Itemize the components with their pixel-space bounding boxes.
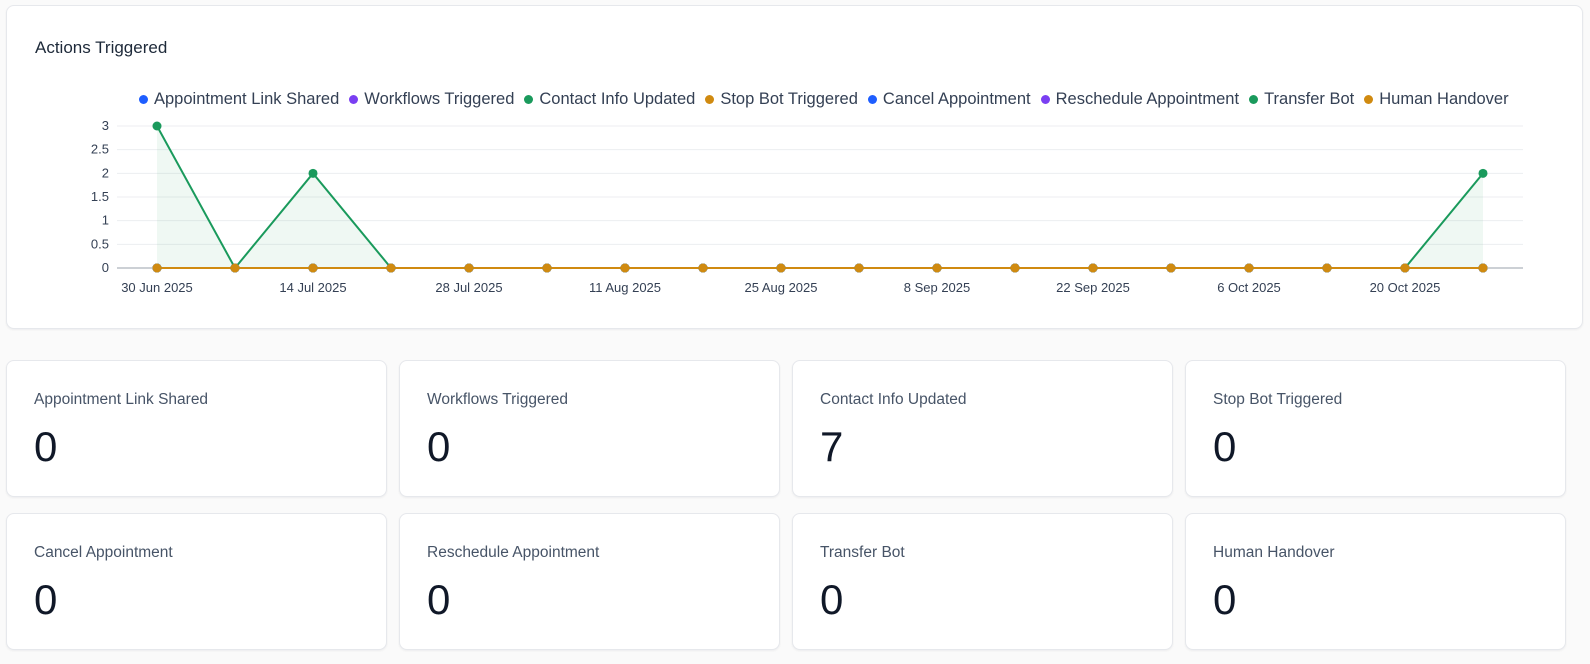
legend-item-workflows-triggered[interactable]: Workflows Triggered	[349, 90, 514, 109]
x-tick-label: 28 Jul 2025	[435, 280, 502, 295]
series-point-7	[386, 263, 396, 273]
x-tick-label: 14 Jul 2025	[279, 280, 346, 295]
series-point-2	[308, 168, 318, 178]
stat-value: 0	[427, 576, 451, 623]
y-tick-label: 1	[102, 213, 109, 228]
series-point-7	[1244, 263, 1254, 273]
legend-dot-icon	[524, 95, 534, 104]
stat-card-stop-bot-triggered: Stop Bot Triggered 0	[1185, 360, 1566, 497]
stat-value: 0	[1213, 423, 1237, 470]
legend-label: Transfer Bot	[1264, 90, 1355, 108]
y-tick-label: 0.5	[91, 236, 109, 251]
legend-item-human-handover[interactable]: Human Handover	[1364, 90, 1509, 109]
stat-value: 7	[820, 423, 844, 470]
series-point-7	[230, 263, 240, 273]
stat-card-cancel-appointment: Cancel Appointment 0	[6, 513, 387, 650]
stat-card-reschedule-appointment: Reschedule Appointment 0	[399, 513, 780, 650]
stat-value: 0	[427, 423, 451, 470]
chart-title: Actions Triggered	[35, 38, 168, 57]
x-tick-label: 22 Sep 2025	[1056, 280, 1130, 295]
series-point-7	[1166, 263, 1176, 273]
series-point-7	[854, 263, 864, 273]
legend-dot-icon	[705, 95, 715, 104]
series-point-7	[152, 263, 162, 273]
series-point-7	[932, 263, 942, 273]
actions-triggered-card: Actions Triggered Appointment Link Share…	[6, 5, 1583, 329]
legend-label: Human Handover	[1379, 90, 1509, 108]
legend-dot-icon	[867, 95, 877, 104]
series-point-7	[308, 263, 318, 273]
series-point-7	[542, 263, 552, 273]
stat-label: Reschedule Appointment	[427, 544, 600, 561]
stat-value: 0	[820, 576, 844, 623]
y-tick-label: 2.5	[91, 142, 109, 157]
stat-label: Workflows Triggered	[427, 391, 568, 408]
legend-item-stop-bot-triggered[interactable]: Stop Bot Triggered	[705, 90, 858, 109]
series-point-7	[776, 263, 786, 273]
legend-item-contact-info-updated[interactable]: Contact Info Updated	[524, 90, 695, 109]
y-tick-label: 3	[102, 118, 109, 133]
x-tick-label: 11 Aug 2025	[589, 280, 661, 295]
legend-label: Stop Bot Triggered	[720, 90, 858, 108]
series-point-7	[1322, 263, 1332, 273]
chart-legend: Appointment Link Shared Workflows Trigge…	[139, 90, 1509, 109]
stat-value: 0	[34, 423, 58, 470]
y-tick-label: 0	[102, 260, 109, 275]
stat-card-transfer-bot: Transfer Bot 0	[792, 513, 1173, 650]
stat-card-contact-info-updated: Contact Info Updated 7	[792, 360, 1173, 497]
legend-label: Appointment Link Shared	[154, 90, 340, 108]
legend-label: Cancel Appointment	[882, 90, 1031, 108]
stat-label: Stop Bot Triggered	[1213, 391, 1343, 408]
series-point-7	[698, 263, 708, 273]
legend-item-appointment-link-shared[interactable]: Appointment Link Shared	[139, 90, 339, 109]
stat-label: Appointment Link Shared	[34, 391, 209, 408]
series-point-2	[152, 121, 162, 131]
stat-value: 0	[1213, 576, 1237, 623]
x-tick-label: 8 Sep 2025	[904, 280, 971, 295]
actions-line-chart: 0 0.5 1 1.5 2 2.5 3 30 Jun 2025 14 Jul 2025 28 Ju…	[91, 118, 1523, 295]
stat-card-human-handover: Human Handover 0	[1185, 513, 1566, 650]
legend-label: Reschedule Appointment	[1055, 90, 1240, 108]
legend-label: Contact Info Updated	[539, 90, 696, 108]
legend-label: Workflows Triggered	[364, 90, 515, 108]
legend-dot-icon	[349, 95, 359, 104]
legend-item-transfer-bot[interactable]: Transfer Bot	[1249, 90, 1354, 109]
series-point-7	[620, 263, 630, 273]
stat-label: Contact Info Updated	[820, 391, 967, 408]
series-point-7	[1478, 263, 1488, 273]
x-tick-label: 6 Oct 2025	[1217, 280, 1281, 295]
series-point-7	[1088, 263, 1098, 273]
series-point-2	[1478, 168, 1488, 178]
stat-card-workflows-triggered: Workflows Triggered 0	[399, 360, 780, 497]
stat-label: Transfer Bot	[820, 544, 905, 561]
series-point-7	[1400, 263, 1410, 273]
legend-dot-icon	[1364, 95, 1374, 104]
legend-dot-icon	[1040, 95, 1050, 104]
y-tick-label: 1.5	[91, 189, 109, 204]
stat-label: Cancel Appointment	[34, 544, 173, 561]
legend-dot-icon	[1249, 95, 1259, 104]
x-tick-label: 25 Aug 2025	[744, 280, 817, 295]
series-point-7	[464, 263, 474, 273]
stat-card-appointment-link-shared: Appointment Link Shared 0	[6, 360, 387, 497]
legend-dot-icon	[139, 95, 148, 104]
legend-item-reschedule-appointment[interactable]: Reschedule Appointment	[1040, 90, 1240, 109]
x-tick-label: 20 Oct 2025	[1370, 280, 1441, 295]
stat-label: Human Handover	[1213, 544, 1335, 561]
legend-item-cancel-appointment[interactable]: Cancel Appointment	[867, 90, 1031, 109]
stat-value: 0	[34, 576, 58, 623]
series-point-7	[1010, 263, 1020, 273]
series-area-2	[157, 126, 1483, 268]
y-tick-label: 2	[102, 165, 109, 180]
x-tick-label: 30 Jun 2025	[121, 280, 193, 295]
